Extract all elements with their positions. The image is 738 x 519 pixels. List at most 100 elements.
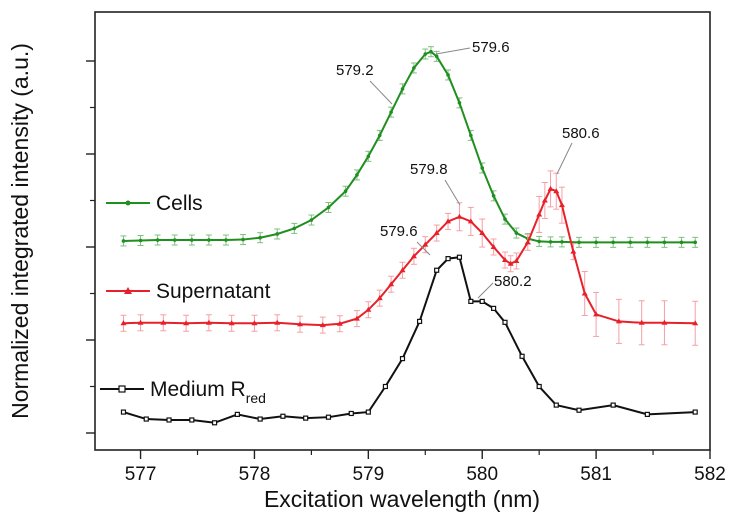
plot-border	[94, 11, 711, 451]
data-point	[445, 218, 452, 224]
data-point	[433, 230, 440, 236]
data-point	[138, 238, 143, 243]
data-point	[594, 240, 598, 245]
data-point	[692, 409, 698, 415]
data-point	[348, 410, 354, 417]
data-point	[389, 110, 393, 114]
annotation-label: 579.6	[380, 223, 418, 240]
data-point	[446, 73, 450, 77]
data-point	[576, 407, 582, 413]
data-point	[280, 413, 286, 419]
data-point	[275, 232, 280, 236]
series-medium-rred	[120, 254, 698, 426]
data-point	[558, 202, 565, 208]
x-tick-label: 577	[125, 464, 157, 485]
data-point	[479, 230, 486, 236]
data-point	[355, 173, 359, 177]
data-point	[166, 417, 172, 423]
data-point	[205, 319, 212, 325]
data-point	[183, 320, 190, 326]
data-point	[336, 320, 343, 326]
annotation: 580.6	[556, 125, 600, 175]
data-point	[274, 319, 281, 325]
data-point	[503, 217, 507, 221]
legend-item-supernatant: Supernatant	[106, 280, 271, 303]
data-point	[434, 54, 439, 59]
data-point	[536, 383, 542, 390]
data-point	[514, 231, 519, 235]
data-point	[468, 298, 474, 305]
legend: Cells Supernatant Medium Rred	[100, 192, 271, 406]
data-point	[416, 318, 423, 324]
data-point	[479, 298, 485, 305]
data-point	[519, 353, 525, 359]
legend-marker	[124, 287, 132, 294]
data-point	[143, 416, 149, 422]
data-point	[537, 239, 541, 244]
annotation-label: 580.2	[494, 273, 532, 290]
plot-frame	[94, 11, 711, 451]
data-point	[382, 383, 389, 390]
legend-marker	[125, 200, 131, 206]
data-point	[553, 188, 560, 194]
data-point	[388, 281, 395, 287]
data-point	[325, 414, 332, 420]
data-point	[644, 411, 650, 417]
data-point	[258, 235, 262, 240]
data-point	[610, 402, 616, 408]
data-point	[207, 238, 211, 242]
data-point	[541, 197, 548, 203]
data-point	[577, 240, 581, 245]
data-point	[628, 240, 633, 245]
legend-label: Medium Rred	[150, 378, 266, 406]
data-point	[257, 416, 263, 422]
x-axis-title: Excitation wavelength (nm)	[264, 486, 540, 512]
data-point	[399, 267, 406, 273]
data-point	[423, 52, 428, 56]
annotation-leader	[416, 241, 431, 256]
data-point	[434, 267, 440, 273]
data-point	[365, 306, 372, 312]
data-point	[661, 319, 668, 325]
data-point	[645, 240, 650, 245]
annotations: 579.2 579.6 579.8 580.6 579.6 580.2	[336, 39, 600, 299]
data-point	[457, 101, 462, 105]
data-point	[377, 133, 382, 138]
annotation-leader	[556, 142, 573, 175]
data-point	[326, 205, 331, 210]
data-point	[399, 356, 406, 362]
data-point	[456, 254, 463, 260]
data-point	[662, 240, 667, 245]
x-axis: 577 578 579 580 581 582	[125, 450, 726, 485]
data-point	[638, 319, 645, 325]
data-point	[137, 319, 144, 325]
data-point	[120, 320, 127, 326]
x-tick-label: 581	[580, 464, 612, 485]
data-point	[593, 311, 600, 317]
data-point	[693, 240, 697, 245]
data-point	[353, 315, 360, 321]
data-point	[469, 133, 473, 138]
annotation-leader	[477, 282, 494, 299]
legend-item-medium-rred: Medium Rred	[100, 378, 266, 406]
legend-label: Supernatant	[156, 280, 271, 303]
data-point	[120, 409, 127, 415]
x-tick-label: 578	[239, 464, 271, 485]
data-point	[303, 415, 309, 421]
data-point	[292, 226, 297, 231]
data-point	[365, 409, 371, 415]
legend-marker	[118, 385, 126, 393]
data-point	[410, 253, 417, 259]
data-point	[234, 411, 240, 417]
data-point	[366, 154, 371, 159]
annotation-label: 579.8	[410, 161, 448, 178]
data-point	[309, 218, 314, 222]
annotation: 579.2	[336, 62, 393, 105]
data-point	[480, 166, 485, 170]
legend-label: Cells	[156, 192, 203, 215]
annotation: 579.6	[380, 223, 431, 256]
data-point	[456, 213, 463, 219]
data-point	[228, 320, 235, 326]
data-point	[548, 240, 553, 244]
